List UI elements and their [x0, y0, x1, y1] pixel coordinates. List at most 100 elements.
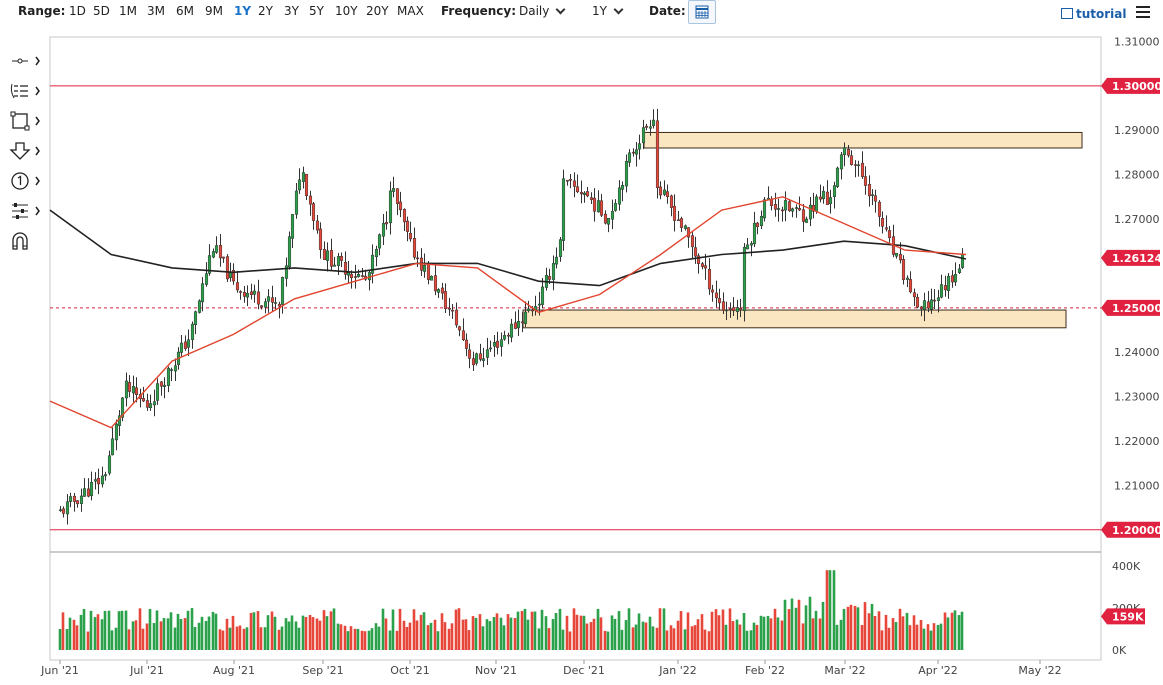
range-3m[interactable]: 3M — [147, 4, 165, 18]
volume-bar — [356, 628, 360, 650]
candle-body — [641, 127, 646, 144]
volume-bar — [554, 613, 558, 650]
volume-bar — [742, 613, 746, 650]
time-tick-label: Sep '21 — [302, 664, 343, 677]
arrow-tool[interactable] — [8, 140, 44, 162]
range-6m[interactable]: 6M — [176, 4, 194, 18]
price-tick-label: 1.27000 — [1114, 213, 1160, 226]
tutorial-link[interactable]: tutorial — [1061, 7, 1127, 21]
range-1y[interactable]: 1Y — [234, 4, 252, 18]
hamburger-menu-icon[interactable] — [1136, 6, 1150, 18]
volume-bar — [842, 608, 846, 650]
volume-bar — [561, 629, 565, 650]
candle-body — [755, 222, 760, 227]
volume-bar — [801, 623, 805, 650]
date-picker-button[interactable] — [688, 0, 716, 24]
range-10y[interactable]: 10Y — [335, 4, 358, 18]
crosshair-tool[interactable] — [8, 50, 44, 72]
volume-bar — [325, 616, 329, 650]
volume-bar — [256, 611, 260, 650]
volume-bar — [422, 612, 426, 650]
volume-bar — [436, 631, 440, 650]
volume-bar — [821, 601, 825, 650]
volume-bar — [627, 608, 631, 650]
candle-body — [145, 400, 150, 408]
volume-bar — [873, 615, 877, 650]
volume-bar — [828, 570, 832, 650]
volume-bar — [898, 608, 902, 650]
candle-body — [207, 255, 212, 274]
volume-bar — [738, 624, 742, 650]
candle-body — [860, 162, 865, 177]
frequency-select[interactable]: Daily — [519, 4, 566, 18]
indicators-tool[interactable] — [8, 80, 44, 102]
candle-body — [120, 397, 125, 418]
candle-body — [395, 188, 400, 204]
candle-body — [870, 194, 875, 196]
candle-body — [290, 214, 295, 239]
volume-bar — [651, 626, 655, 650]
candle-body — [728, 308, 733, 310]
volume-bar — [155, 610, 159, 650]
candle-body — [200, 283, 205, 303]
magnet-icon — [12, 232, 28, 250]
range-1d[interactable]: 1D — [69, 4, 86, 18]
volume-bar — [89, 610, 93, 650]
candle-body — [204, 273, 209, 285]
volume-bar — [412, 609, 416, 650]
volume-bar — [811, 618, 815, 650]
volume-bar — [679, 611, 683, 650]
candle-body — [415, 257, 420, 260]
candle-body — [513, 322, 518, 329]
candle-body — [159, 381, 164, 387]
candle-body — [662, 189, 667, 195]
candle-body — [537, 303, 542, 306]
volume-bar — [228, 627, 232, 650]
volume-bar — [624, 620, 628, 650]
number-marker-tool[interactable] — [8, 170, 44, 192]
volume-bar — [145, 623, 149, 650]
magnet-tool[interactable] — [8, 230, 44, 252]
volume-bar — [960, 611, 964, 650]
price-tick-label: 1.24000 — [1114, 346, 1160, 359]
candle-body — [256, 291, 261, 305]
volume-bar — [710, 611, 714, 650]
volume-bar — [450, 623, 454, 650]
range-2y[interactable]: 2Y — [258, 4, 273, 18]
volume-bar — [426, 625, 430, 650]
volume-bar — [731, 621, 735, 650]
candle-body — [429, 275, 434, 281]
time-tick-label: May '22 — [1018, 664, 1061, 677]
indicators-icon — [10, 83, 40, 99]
volume-bar — [908, 625, 912, 650]
price-axis: 1.31000 1.29000 1.28000 1.27000 1.24000 1.230… — [1101, 35, 1162, 657]
period-select[interactable]: 1Y — [592, 4, 624, 18]
range-5d[interactable]: 5D — [93, 4, 110, 18]
volume-bar — [218, 629, 222, 650]
range-3y[interactable]: 3Y — [284, 4, 299, 18]
resistance-zone — [643, 131, 1083, 149]
candle-body — [277, 303, 282, 307]
range-max[interactable]: MAX — [397, 4, 424, 18]
range-9m[interactable]: 9M — [205, 4, 223, 18]
range-20y[interactable]: 20Y — [366, 4, 389, 18]
volume-bar — [318, 620, 322, 650]
volume-bar — [273, 616, 277, 650]
candle-body — [245, 293, 250, 298]
candle-body — [627, 152, 632, 163]
candle-body — [311, 203, 316, 221]
candle-body — [898, 253, 903, 261]
volume-bar — [641, 621, 645, 650]
candle-body — [398, 201, 403, 211]
candle-body — [717, 298, 722, 304]
range-1m[interactable]: 1M — [119, 4, 137, 18]
candle-body — [818, 196, 823, 200]
candle-body — [197, 300, 202, 313]
volume-bar — [388, 630, 392, 650]
range-5y[interactable]: 5Y — [309, 4, 324, 18]
candle-body — [284, 265, 289, 279]
settings-tool[interactable] — [8, 200, 44, 222]
volume-bar — [860, 625, 864, 650]
rectangle-tool[interactable] — [8, 110, 44, 132]
